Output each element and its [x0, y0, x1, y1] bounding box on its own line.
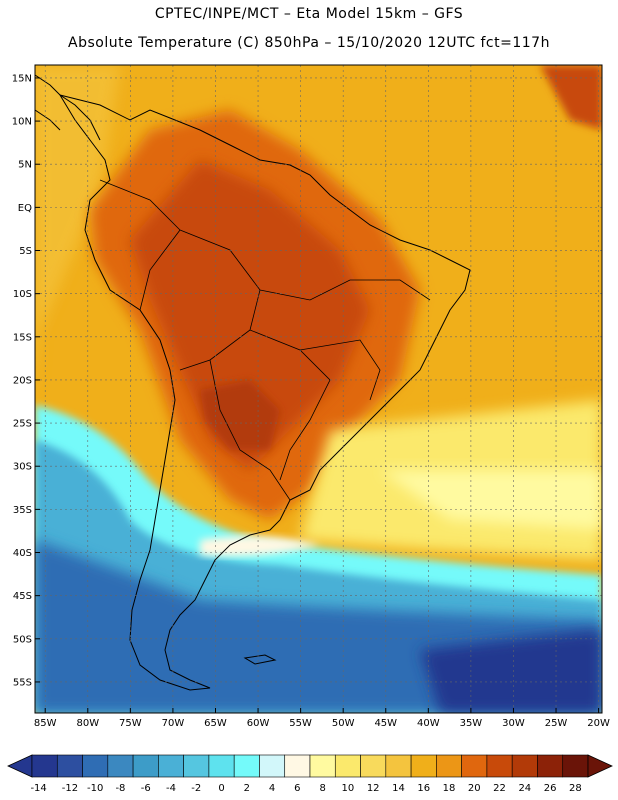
colorbar-swatch: [233, 754, 260, 778]
lon-tick-label: 85W: [34, 718, 57, 729]
colorbar-label: -6: [141, 783, 151, 794]
lon-tick-label: 60W: [247, 718, 270, 729]
lat-tick-label: 30S: [13, 462, 32, 473]
colorbar-swatch: [259, 754, 286, 778]
field-patagonia-band: [200, 536, 320, 557]
lat-tick-label: 5S: [19, 246, 32, 257]
colorbar-label: -4: [166, 783, 176, 794]
longitude-axis: 85W 80W 75W 70W 65W 60W 55W 50W 45W 40W 35W 30W 25W 2…: [34, 708, 610, 729]
field-atlantic-lightyellow: [380, 470, 602, 530]
colorbar-swatch: [284, 754, 311, 778]
colorbar-swatch: [511, 754, 538, 778]
latitude-axis: 15N 10N 5N EQ 5S 10S 15S 20S 25S 30S 35S 40S 45S 50S 5…: [12, 73, 40, 688]
colorbar-swatch: [132, 754, 159, 778]
colorbar-label: 2: [244, 783, 250, 794]
country-borders: [99, 179, 431, 501]
lat-tick-label: 25S: [13, 419, 32, 430]
lat-tick-label: 10S: [13, 289, 32, 300]
colorbar-swatch: [486, 754, 513, 778]
colorbar-label: 8: [319, 783, 325, 794]
colorbar-swatch: [436, 754, 462, 778]
colorbar-label: 12: [367, 783, 380, 794]
colorbar-label: 26: [544, 783, 557, 794]
lat-tick-label: EQ: [18, 203, 32, 214]
map-title: CPTEC/INPE/MCT – Eta Model 15km – GFS: [154, 6, 464, 22]
colorbar-swatch: [537, 754, 564, 778]
colorbar-label: 6: [294, 783, 300, 794]
colorbar-swatch: [461, 754, 488, 778]
colorbar-swatch: [334, 754, 361, 778]
colorbar-label: -14: [30, 783, 46, 794]
colorbar-label: -10: [87, 783, 103, 794]
lat-tick-label: 55S: [13, 677, 32, 688]
colorbar-overflow-arrow: [587, 754, 613, 778]
field-west-ocean: [35, 65, 120, 400]
lon-tick-label: 45W: [374, 718, 397, 729]
lon-tick-label: 70W: [162, 718, 185, 729]
graticule: [35, 65, 602, 713]
colorbar-label: 24: [518, 783, 531, 794]
lon-tick-label: 35W: [460, 718, 483, 729]
lon-tick-label: 20W: [587, 718, 610, 729]
colorbar-label: 28: [569, 783, 582, 794]
colorbar-label: 16: [417, 783, 430, 794]
colorbar-swatch: [82, 754, 109, 778]
lon-tick-label: 75W: [119, 718, 142, 729]
map-subtitle: Absolute Temperature (C) 850hPa – 15/10/…: [68, 35, 550, 51]
colorbar-underflow-arrow: [7, 754, 33, 778]
colorbar-swatch: [360, 754, 387, 778]
lon-tick-label: 40W: [417, 718, 440, 729]
colorbar: -14 -12 -10 -8 -6 -4 -2 0 2 4 6 8 10 12 14 16 18 20 22 24 26…: [7, 754, 613, 794]
temperature-field: [35, 65, 602, 713]
colorbar-swatch: [410, 754, 437, 778]
lon-tick-label: 80W: [76, 718, 99, 729]
colorbar-swatch: [183, 754, 210, 778]
lon-tick-label: 25W: [545, 718, 568, 729]
colorbar-swatch: [208, 754, 235, 778]
lat-tick-label: 10N: [12, 117, 32, 128]
colorbar-label: -12: [62, 783, 78, 794]
colorbar-label: 14: [392, 783, 405, 794]
lat-tick-label: 50S: [13, 634, 32, 645]
lon-tick-label: 55W: [289, 718, 312, 729]
colorbar-label: 18: [443, 783, 456, 794]
lat-tick-label: 45S: [13, 591, 32, 602]
colorbar-swatch: [385, 754, 412, 778]
colorbar-swatch: [107, 754, 134, 778]
lon-tick-label: 65W: [204, 718, 227, 729]
field-ne-hot: [540, 65, 602, 130]
map-frame: [34, 64, 603, 714]
colorbar-swatch: [158, 754, 184, 778]
central-america-coast: [34, 74, 101, 141]
field-continent-hot: [130, 160, 370, 470]
colorbar-swatch: [31, 754, 58, 778]
lat-tick-label: 15N: [12, 73, 32, 84]
colorbar-swatch: [56, 754, 83, 778]
lat-tick-label: 20S: [13, 375, 32, 386]
lat-tick-label: 5N: [18, 160, 32, 171]
colorbar-label: 10: [342, 783, 355, 794]
colorbar-label: -8: [115, 783, 125, 794]
colorbar-swatch: [562, 754, 589, 778]
lon-tick-label: 30W: [502, 718, 525, 729]
colorbar-swatch: [309, 754, 336, 778]
colorbar-label: -2: [191, 783, 201, 794]
lat-tick-label: 15S: [13, 332, 32, 343]
field-coldest: [420, 630, 602, 713]
colorbar-label: 22: [493, 783, 506, 794]
colorbar-label: 4: [269, 783, 275, 794]
colorbar-label: 20: [468, 783, 481, 794]
colorbar-label: 0: [218, 783, 224, 794]
lat-tick-label: 35S: [13, 505, 32, 516]
lon-tick-label: 50W: [332, 718, 355, 729]
field-chaco-hot: [200, 380, 280, 450]
lat-tick-label: 40S: [13, 548, 32, 559]
